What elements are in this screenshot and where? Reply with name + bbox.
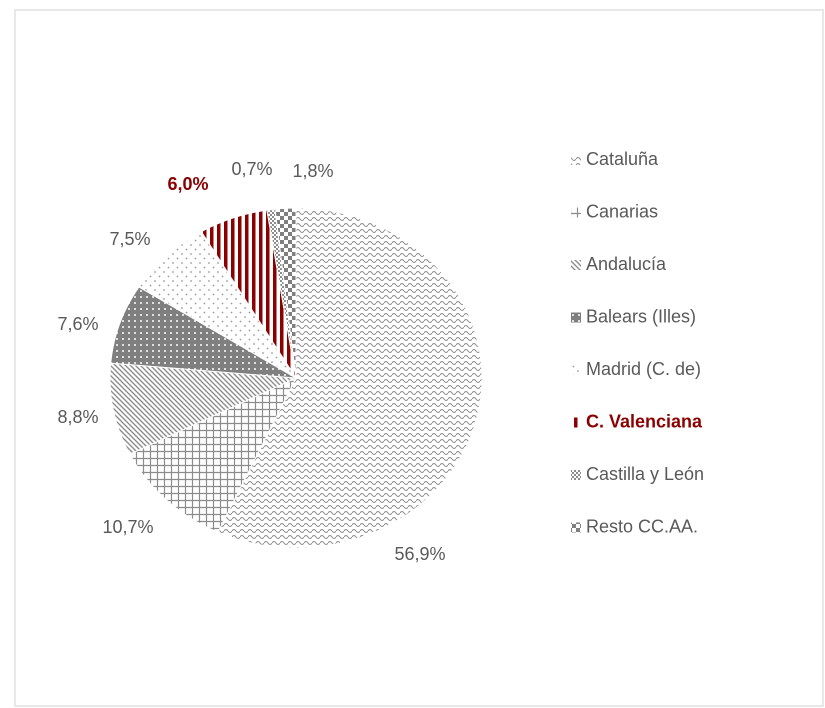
data-label: 10,7%: [102, 517, 153, 537]
legend-label: Madrid (C. de): [586, 359, 701, 379]
data-label: 8,8%: [57, 407, 98, 427]
legend-swatch: [571, 260, 581, 270]
pie-slice: [129, 376, 298, 533]
data-label: 6,0%: [167, 174, 208, 194]
legend-swatch: [571, 470, 581, 480]
legend-label: Resto CC.AA.: [586, 516, 698, 536]
data-label: 56,9%: [394, 544, 445, 564]
pie-slice: [274, 207, 297, 379]
data-label: 7,6%: [57, 314, 98, 334]
data-label: 1,8%: [292, 161, 333, 181]
data-label: 7,5%: [109, 229, 150, 249]
legend-label: Canarias: [586, 201, 658, 221]
legend-swatch: [571, 522, 581, 533]
legend-swatch: [571, 155, 581, 165]
legend-swatch: [571, 417, 581, 428]
legend-swatch: [571, 207, 581, 218]
legend-swatch: [571, 312, 581, 323]
legend-label: Castilla y León: [586, 464, 704, 484]
legend-label: Balears (Illes): [586, 306, 696, 326]
legend-swatch: [571, 365, 581, 375]
pie-slice: [217, 207, 483, 549]
legend-label: C. Valenciana: [586, 411, 703, 431]
pie-slice: [109, 362, 298, 455]
legend-label: Cataluña: [586, 149, 659, 169]
legend-label: Andalucía: [586, 254, 667, 274]
data-label: 0,7%: [231, 159, 272, 179]
